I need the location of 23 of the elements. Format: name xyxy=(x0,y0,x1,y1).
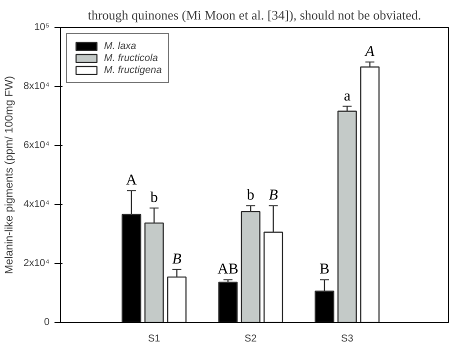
y-tick-label: 4x10⁴ xyxy=(24,199,50,210)
text: through quinones (Mi Moon et al. [34]), should not be obviated. xyxy=(88,8,422,22)
y-tick-label: 6x10⁴ xyxy=(24,140,50,151)
y-tick-label: 0 xyxy=(44,317,50,328)
y-axis-title: Melanin-like pigments (ppm/ 100mg FW) xyxy=(4,76,16,274)
data-label: a xyxy=(344,88,351,104)
y-tick-label: 8x10⁴ xyxy=(24,81,50,92)
x-tick-label: S2 xyxy=(244,334,258,344)
y-tick-label: 2x10⁴ xyxy=(24,258,50,269)
data-label: A xyxy=(126,172,138,189)
legend-label: M. fructicola xyxy=(104,52,158,64)
data-label: B xyxy=(172,251,182,268)
data-label: AB xyxy=(218,262,238,278)
legend-label: M. laxa xyxy=(104,40,136,52)
data-label: A xyxy=(364,44,376,60)
y-tick-label: 10⁵ xyxy=(34,22,50,33)
data-label: b xyxy=(246,188,254,204)
data-label: b xyxy=(150,190,158,206)
data-label: B xyxy=(319,262,330,278)
x-tick-label: S1 xyxy=(148,334,161,344)
data-label: B xyxy=(268,188,278,204)
legend-label: M. fructigena xyxy=(104,64,162,76)
x-tick-label: S3 xyxy=(341,334,354,344)
